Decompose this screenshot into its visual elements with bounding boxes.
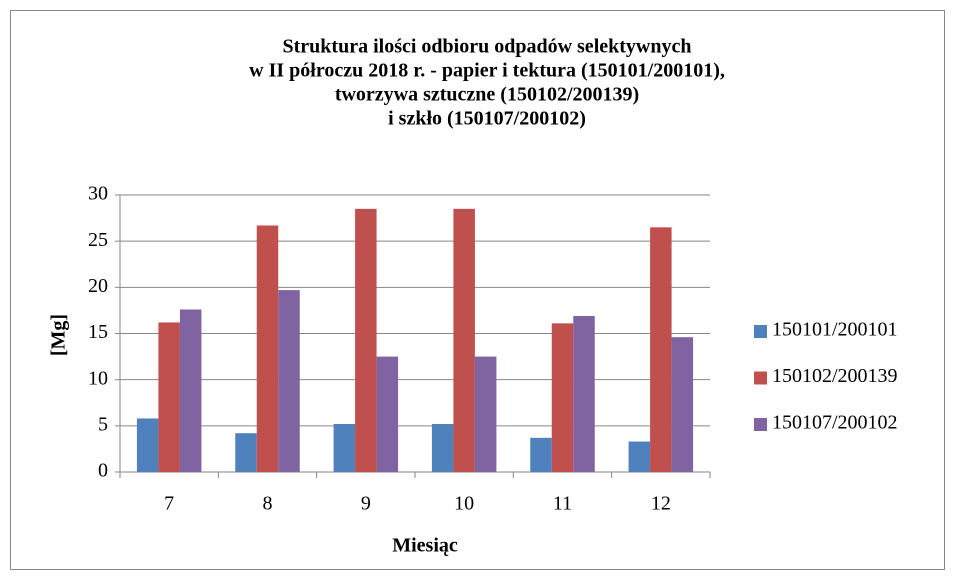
bar — [671, 337, 694, 472]
x-tick-label: 12 — [651, 493, 671, 515]
bar — [158, 322, 180, 472]
y-tick-label: 30 — [88, 183, 108, 205]
bar — [530, 437, 552, 472]
y-tick-label: 25 — [88, 229, 108, 251]
bar — [453, 208, 475, 472]
bar — [573, 315, 595, 472]
bar — [355, 208, 377, 472]
x-tick-label: 11 — [553, 493, 572, 515]
legend-swatch — [754, 325, 767, 338]
bar — [136, 418, 159, 472]
y-tick-label: 5 — [98, 413, 108, 435]
x-tick-label: 7 — [164, 493, 174, 515]
bar — [256, 225, 279, 472]
bar — [628, 441, 651, 472]
x-tick-label: 10 — [454, 493, 474, 515]
bar — [333, 423, 356, 472]
bar — [179, 309, 202, 472]
chart-frame — [10, 10, 945, 570]
y-tick-label: 15 — [88, 321, 108, 343]
y-axis-label: [Mg] — [48, 314, 70, 356]
chart-title: w II półroczu 2018 r. - papier i tektura… — [249, 60, 725, 82]
bar — [431, 423, 454, 472]
bar — [650, 227, 672, 472]
bar — [376, 356, 399, 472]
y-tick-label: 10 — [88, 367, 108, 389]
bar — [551, 323, 574, 472]
legend-label: 150101/200101 — [772, 319, 898, 341]
legend-swatch — [754, 371, 767, 385]
legend-label: 150102/200139 — [772, 365, 898, 387]
x-tick-label: 8 — [263, 493, 273, 515]
chart-title: i szkło (150107/200102) — [388, 108, 586, 130]
legend-swatch — [754, 418, 767, 431]
y-tick-label: 20 — [88, 275, 108, 297]
x-tick-label: 9 — [361, 493, 371, 515]
bar — [278, 290, 300, 472]
x-axis-label: Miesiąc — [392, 535, 458, 557]
chart-title: Struktura ilości odbioru odpadów selekty… — [283, 36, 692, 58]
chart-title: tworzywa sztuczne (150102/200139) — [335, 84, 639, 106]
y-tick-label: 0 — [98, 460, 108, 482]
legend-label: 150107/200102 — [772, 412, 898, 434]
bar — [474, 356, 497, 472]
bar — [235, 433, 257, 472]
